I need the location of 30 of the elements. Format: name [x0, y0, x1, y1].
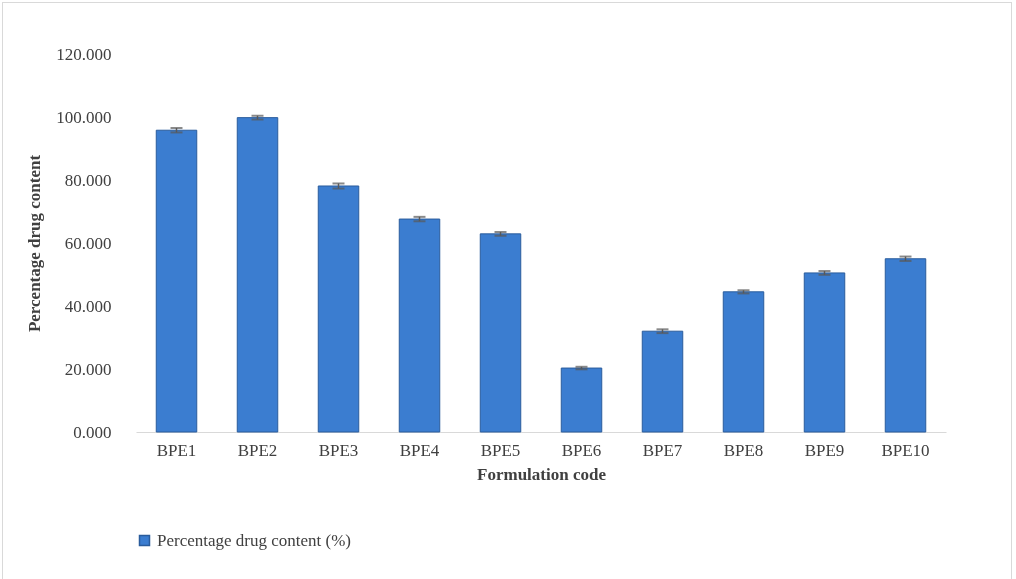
x-tick-label: BPE7 [642, 440, 683, 460]
x-tick-label: BPE1 [156, 440, 197, 460]
x-tick-label: BPE10 [881, 440, 930, 460]
x-tick-label: BPE9 [804, 440, 845, 460]
legend-label: Percentage drug content (%) [157, 530, 351, 550]
y-tick-label: 80.000 [64, 170, 112, 190]
x-tick-label: BPE3 [318, 440, 359, 460]
bar [560, 367, 603, 433]
y-tick-label: 40.000 [64, 296, 112, 316]
x-tick-label: BPE4 [399, 440, 440, 460]
y-tick-label: 20.000 [64, 359, 112, 379]
bar [236, 117, 279, 433]
y-axis-title: Percentage drug content [25, 154, 45, 333]
y-tick-label: 100.000 [56, 107, 112, 127]
x-tick-label: BPE8 [723, 440, 764, 460]
x-tick-label: BPE6 [561, 440, 602, 460]
y-tick-label: 120.000 [56, 44, 112, 64]
y-tick-label: 0.000 [73, 422, 112, 442]
bar [398, 218, 441, 433]
bar [884, 258, 927, 433]
bar [641, 330, 684, 433]
bar [479, 233, 522, 433]
x-tick-label: BPE5 [480, 440, 521, 460]
bar [317, 185, 360, 433]
y-tick-label: 60.000 [64, 233, 112, 253]
bar [155, 129, 198, 433]
bar [803, 272, 846, 433]
x-axis-title: Formulation code [477, 464, 607, 484]
x-tick-label: BPE2 [237, 440, 278, 460]
bar [722, 291, 765, 433]
